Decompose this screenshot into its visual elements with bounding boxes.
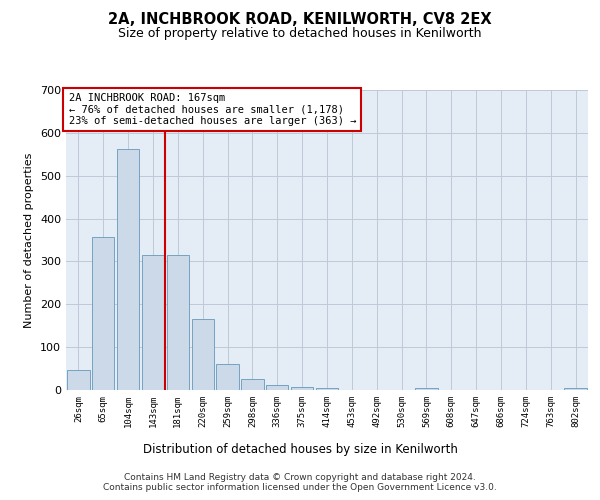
Bar xyxy=(415,388,437,390)
Bar xyxy=(217,364,239,390)
Bar xyxy=(167,255,189,390)
Bar xyxy=(565,388,587,390)
Text: 2A INCHBROOK ROAD: 167sqm
← 76% of detached houses are smaller (1,178)
23% of se: 2A INCHBROOK ROAD: 167sqm ← 76% of detac… xyxy=(68,93,356,126)
Bar xyxy=(117,149,139,390)
Bar xyxy=(142,255,164,390)
Text: 2A, INCHBROOK ROAD, KENILWORTH, CV8 2EX: 2A, INCHBROOK ROAD, KENILWORTH, CV8 2EX xyxy=(108,12,492,28)
Bar xyxy=(316,388,338,390)
Text: Distribution of detached houses by size in Kenilworth: Distribution of detached houses by size … xyxy=(143,442,457,456)
Bar xyxy=(191,319,214,390)
Text: Contains HM Land Registry data © Crown copyright and database right 2024.
Contai: Contains HM Land Registry data © Crown c… xyxy=(103,472,497,492)
Bar xyxy=(266,386,289,390)
Y-axis label: Number of detached properties: Number of detached properties xyxy=(25,152,34,328)
Text: Size of property relative to detached houses in Kenilworth: Size of property relative to detached ho… xyxy=(118,28,482,40)
Bar xyxy=(67,370,89,390)
Bar xyxy=(241,380,263,390)
Bar xyxy=(92,238,115,390)
Bar xyxy=(291,388,313,390)
